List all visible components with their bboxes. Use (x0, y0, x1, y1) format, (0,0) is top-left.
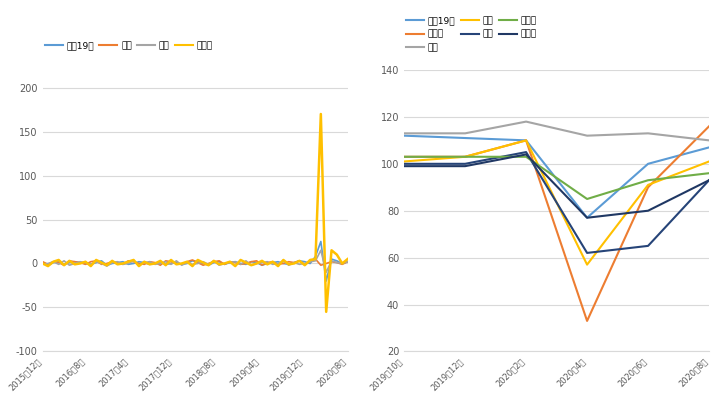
Legend: 欧洲19国, 德国, 法国, 意大利: 欧洲19国, 德国, 法国, 意大利 (41, 38, 216, 54)
Legend: 欧洲19国, 意大利, 德国, 法国, 英国, 比利时, 西班牙: 欧洲19国, 意大利, 德国, 法国, 英国, 比利时, 西班牙 (402, 13, 540, 56)
